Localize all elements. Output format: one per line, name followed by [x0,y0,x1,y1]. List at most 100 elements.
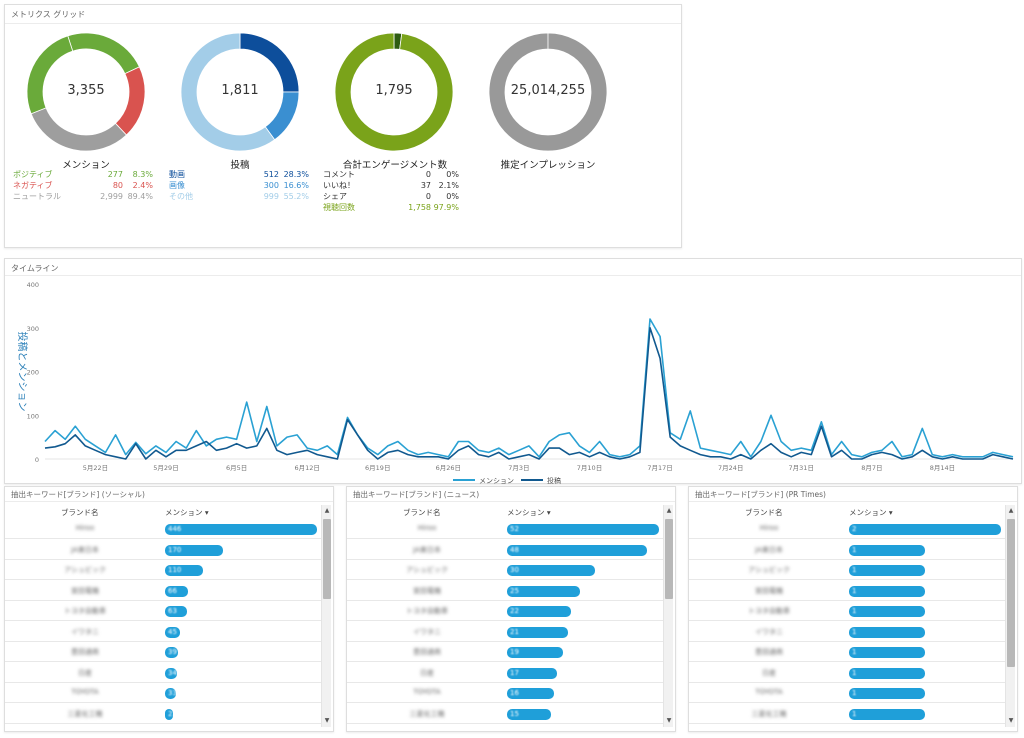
mention-bar[interactable] [507,565,595,576]
mention-donut-chart[interactable] [25,31,147,153]
scrollbar[interactable]: ▲ ▼ [1005,505,1015,727]
table-row[interactable]: JA東日本 170 [5,540,323,560]
scrollbar[interactable]: ▲ ▼ [321,505,331,727]
divider [5,275,1021,276]
mention-bar[interactable] [165,544,223,556]
table-row[interactable]: 日産 1 [689,663,1007,683]
mention-bar[interactable] [507,708,551,720]
brand-name-cell: アシュビック [406,566,448,574]
mention-bar[interactable] [507,667,557,679]
table-row[interactable]: イワタニ 45 [5,622,323,642]
scrollbar[interactable]: ▲ ▼ [663,505,673,727]
mention-value: 21 [510,627,519,636]
table-row[interactable]: トヨタ自動車 63 [5,601,323,621]
table-row[interactable]: TOYOTA 16 [347,683,665,703]
table-row[interactable]: 宮田電機 66 [5,581,323,601]
scroll-down-icon[interactable]: ▼ [666,717,672,724]
table-row[interactable]: トヨタ自動車 1 [689,601,1007,621]
mention-bar[interactable] [507,688,554,699]
table-row[interactable]: トヨタ自動車 22 [347,601,665,621]
scroll-down-icon[interactable]: ▼ [1008,717,1014,724]
table-row[interactable]: Hiroo 446 [5,519,323,539]
mention-bar[interactable] [849,565,925,576]
mention-bar[interactable] [165,647,179,658]
table-row[interactable]: 三菱化工機 15 [347,704,665,724]
post-series-line[interactable] [44,326,1014,460]
mention-bar[interactable] [849,647,925,658]
table-row[interactable]: アシュビック 1 [689,560,1007,580]
scroll-up-icon[interactable]: ▲ [666,507,672,514]
column-header-brand[interactable]: ブランド名 [745,508,783,517]
table-row[interactable]: 豊田通商 19 [347,642,665,662]
table-row[interactable]: 三菱化工機 22 [5,704,323,724]
brand-name-cell: 日産 [420,668,434,677]
mention-bar[interactable] [165,688,177,699]
impression-donut-chart[interactable] [487,31,609,153]
mention-bar[interactable] [849,544,925,556]
table-row[interactable]: アシュビック 110 [5,560,323,580]
column-header-brand[interactable]: ブランド名 [403,508,441,517]
table-row[interactable]: アシュビック 30 [347,560,665,580]
mention-series-line[interactable] [44,318,1014,458]
table-row[interactable]: JA東日本 1 [689,540,1007,560]
mention-value: 63 [168,607,177,615]
table-row[interactable]: 宮田電機 25 [347,581,665,601]
column-header-mention[interactable]: メンション ▾ [165,508,209,517]
metrics-title: メトリクス グリッド [11,10,86,19]
mention-bar[interactable] [849,524,1001,535]
mention-bar[interactable] [507,606,572,617]
scrollbar-thumb[interactable] [323,519,331,599]
mention-bar[interactable] [849,688,925,699]
mention-bar[interactable] [165,626,181,638]
table-row[interactable]: TOYOTA 1 [689,683,1007,703]
table-row[interactable]: 日産 17 [347,663,665,683]
table-row[interactable]: Hiroo 2 [689,519,1007,539]
mention-bar[interactable] [507,524,659,535]
table-title: 抽出キーワード[ブランド] (ニュース) [353,490,480,499]
table-row[interactable]: イワタニ 1 [689,622,1007,642]
mention-value: 45 [168,627,177,636]
legend-post-label[interactable]: 投稿 [547,476,561,484]
table-row[interactable]: 豊田通商 39 [5,642,323,662]
mention-bar[interactable] [165,606,187,617]
mention-bar[interactable] [507,585,581,597]
timeline-line-chart[interactable]: 0 100 200 300 400 投稿とメンション 5月22日 5月29日 6月5日 6月12日… [5,276,1021,484]
table-row[interactable]: 豊田通商 1 [689,642,1007,662]
table-row[interactable]: イワタニ 21 [347,622,665,642]
mention-bar[interactable] [849,708,925,720]
posts-donut-chart[interactable] [179,31,301,153]
table-row[interactable]: 三菱化工機 1 [689,704,1007,724]
mention-bar[interactable] [507,626,569,638]
column-header-mention[interactable]: メンション ▾ [507,508,551,517]
table-row[interactable]: Hiroo 52 [347,519,665,539]
mention-bar[interactable] [849,606,925,617]
mention-value: 22 [168,709,177,718]
scroll-up-icon[interactable]: ▲ [324,507,330,514]
table-row[interactable]: JA東日本 48 [347,540,665,560]
mention-bar[interactable] [165,708,173,720]
legend-row-comment: コメント 0 0% [323,169,459,180]
table-row[interactable]: 日産 34 [5,663,323,683]
mention-bar[interactable] [507,647,563,658]
mention-bar[interactable] [507,544,648,556]
legend-mention-label[interactable]: メンション [479,477,514,484]
mention-value: 1 [852,668,857,677]
scrollbar-thumb[interactable] [665,519,673,599]
table-row[interactable]: 宮田電機 1 [689,581,1007,601]
mention-bar[interactable] [165,667,177,679]
scroll-down-icon[interactable]: ▼ [324,717,330,724]
mention-bar[interactable] [849,585,925,597]
mention-bar[interactable] [849,626,925,638]
legend-percent: 28.3% [283,170,309,179]
mention-bar[interactable] [849,667,925,679]
scroll-up-icon[interactable]: ▲ [1008,507,1014,514]
legend-value: 512 [263,170,279,179]
engagement-donut-chart[interactable] [333,31,455,153]
mention-bar[interactable] [165,565,203,576]
column-header-brand[interactable]: ブランド名 [61,508,99,517]
mention-bar[interactable] [165,585,188,597]
column-header-mention[interactable]: メンション ▾ [849,508,893,517]
scrollbar-thumb[interactable] [1007,519,1015,667]
mention-bar[interactable] [165,524,317,535]
table-row[interactable]: TOYOTA 33 [5,683,323,703]
